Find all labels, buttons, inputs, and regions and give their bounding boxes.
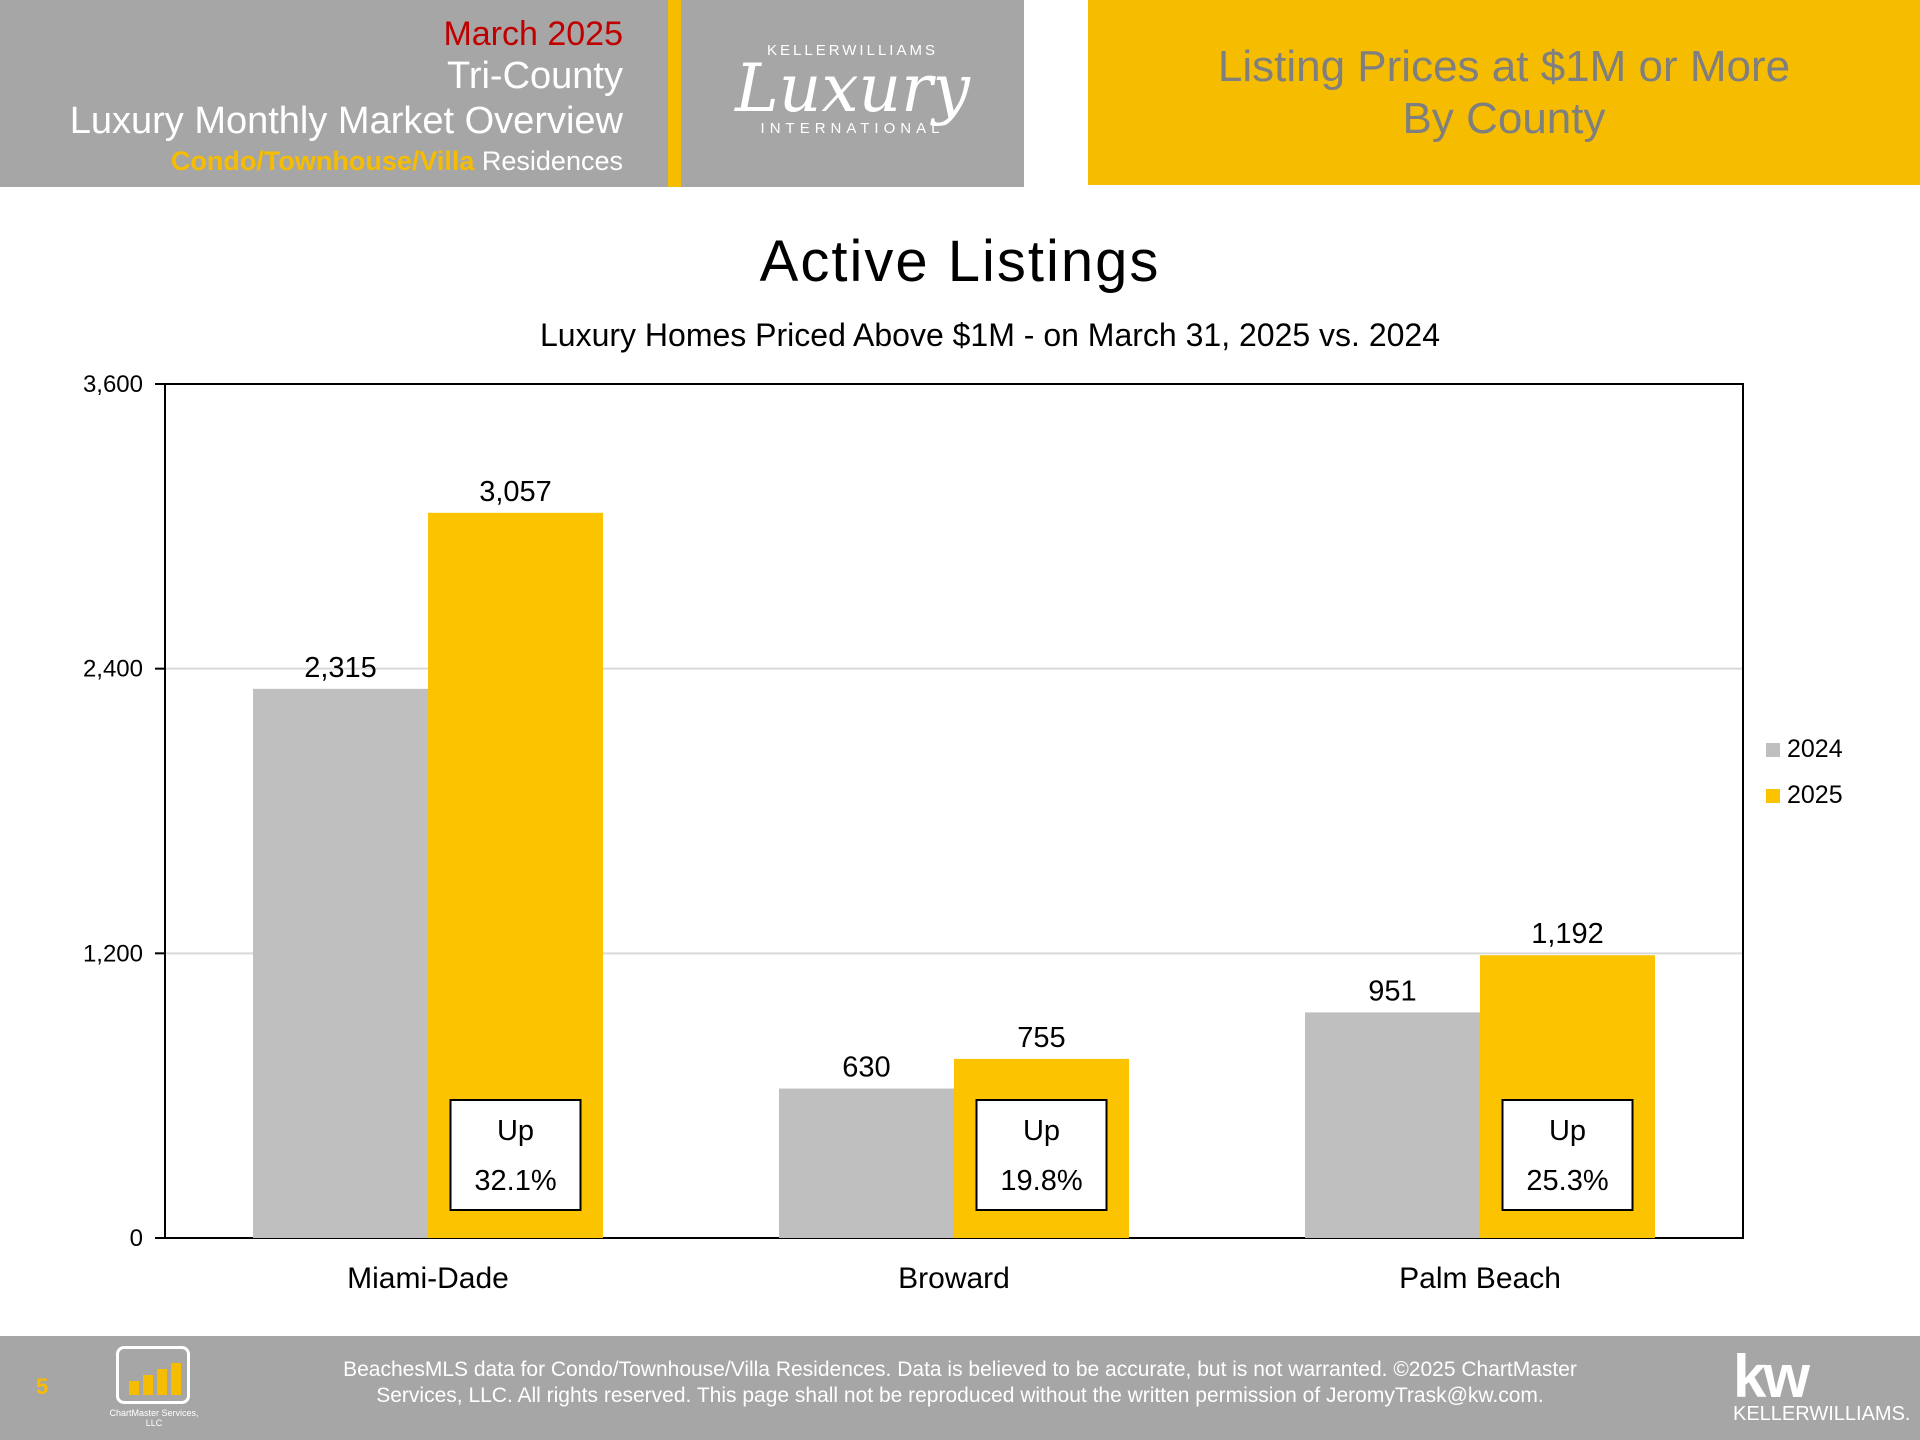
data-label: 951	[1368, 975, 1416, 1007]
y-tick-label: 3,600	[83, 371, 143, 398]
kw-luxury-logo: KELLERWILLIAMS Luxury INTERNATIONAL	[681, 0, 1024, 187]
bar-2024	[779, 1088, 954, 1238]
chartmaster-logo-icon	[116, 1346, 190, 1404]
change-percent: 25.3%	[1526, 1165, 1608, 1197]
legend-swatch-2024	[1766, 743, 1780, 757]
chart-title: Active Listings	[759, 229, 1161, 294]
report-region: Tri-County	[447, 55, 623, 97]
chartmaster-logo-text: ChartMaster Services, LLC	[109, 1408, 199, 1428]
footer: 5 ChartMaster Services, LLC BeachesMLS d…	[0, 1336, 1920, 1440]
kw-logo-icon: kw	[1733, 1343, 1810, 1410]
legend-label-2024: 2024	[1787, 735, 1843, 763]
data-label: 630	[842, 1052, 890, 1084]
data-label: 2,315	[304, 652, 377, 684]
data-label: 3,057	[479, 476, 552, 508]
change-percent: 19.8%	[1000, 1165, 1082, 1197]
report-date: March 2025	[443, 15, 623, 53]
legend-swatch-2025	[1766, 789, 1780, 803]
page-number: 5	[36, 1374, 49, 1399]
logo-script: Luxury	[735, 50, 970, 127]
x-tick-label: Miami-Dade	[347, 1262, 509, 1295]
segment-rest: Residences	[474, 146, 623, 176]
change-direction: Up	[1549, 1115, 1586, 1147]
bar-2024	[253, 688, 428, 1238]
y-tick-label: 0	[130, 1225, 143, 1252]
data-label: 1,192	[1531, 918, 1604, 950]
logo-subtitle: INTERNATIONAL	[760, 120, 945, 137]
header-title-block: March 2025 Tri-County Luxury Monthly Mar…	[0, 0, 668, 187]
kw-logo-text: KELLERWILLIAMS.	[1733, 1403, 1911, 1425]
data-label: 755	[1017, 1022, 1065, 1054]
footer-disclaimer: BeachesMLS data for Condo/Townhouse/Vill…	[245, 1357, 1675, 1409]
change-box	[1501, 1099, 1634, 1211]
chart-subtitle: Luxury Homes Priced Above $1M - on March…	[539, 317, 1441, 353]
header-topic-banner: Listing Prices at $1M or More By County	[1088, 0, 1920, 185]
change-direction: Up	[1023, 1115, 1060, 1147]
segment-highlight: Condo/Townhouse/Villa	[170, 146, 475, 176]
change-percent: 32.1%	[474, 1165, 556, 1197]
change-box	[975, 1099, 1108, 1211]
x-tick-label: Palm Beach	[1399, 1262, 1561, 1295]
change-direction: Up	[497, 1115, 534, 1147]
bar-2024	[1305, 1012, 1480, 1238]
disclaimer-line-1: BeachesMLS data for Condo/Townhouse/Vill…	[343, 1358, 1577, 1381]
topic-line-2: By County	[1402, 93, 1606, 143]
legend-label-2025: 2025	[1787, 781, 1843, 809]
change-box	[449, 1099, 582, 1211]
bar-chart: 0 1,200 2,400 3,600 2,315 3,057 Up 32.1% Miami-D…	[83, 371, 1843, 1295]
header-gold-stripe	[668, 0, 681, 187]
report-name: Luxury Monthly Market Overview	[69, 100, 623, 142]
x-tick-label: Broward	[898, 1262, 1010, 1295]
topic-line-1: Listing Prices at $1M or More	[1217, 41, 1791, 91]
report-segment: Condo/Townhouse/Villa Residences	[0, 144, 623, 178]
disclaimer-line-2: Services, LLC. All rights reserved. This…	[376, 1384, 1544, 1407]
y-tick-label: 1,200	[83, 940, 143, 967]
logo-brand: KELLERWILLIAMS	[767, 42, 938, 59]
y-tick-label: 2,400	[83, 656, 143, 683]
